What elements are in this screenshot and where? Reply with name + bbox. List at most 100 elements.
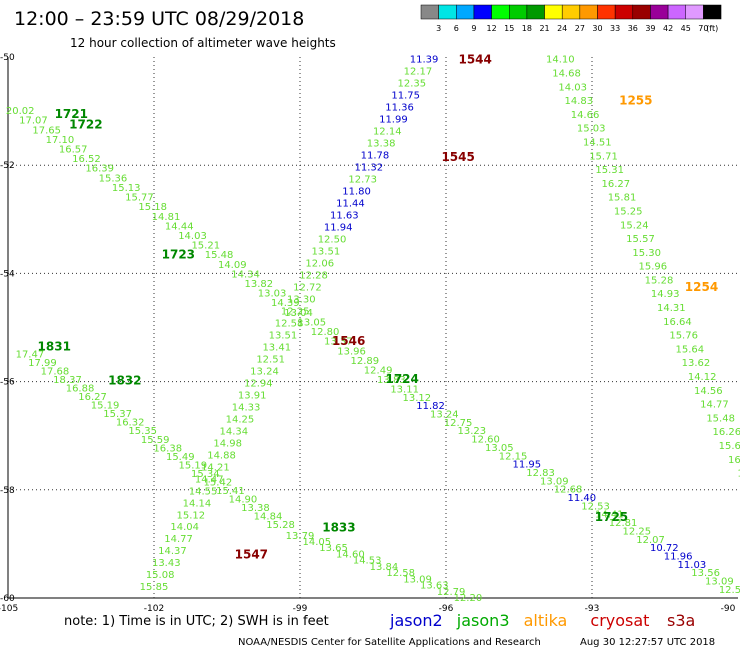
track-1724: 13.1211.8213.2412.7513.2312.6013.0512.15… <box>385 372 740 596</box>
wave-height-value: 12.07 <box>636 535 665 546</box>
wave-height-value: 11.96 <box>664 551 693 562</box>
pass-time-label: 1721 <box>55 107 88 121</box>
wave-height-value: 15.36 <box>99 173 128 184</box>
wave-height-value: 13.05 <box>485 443 514 454</box>
wave-height-value: 15.25 <box>614 206 643 217</box>
color-swatch <box>667 4 686 20</box>
wave-height-value: 13.65 <box>319 543 348 554</box>
wave-height-value: 15.13 <box>112 183 141 194</box>
latitude-tick-label: -52 <box>0 161 15 171</box>
wave-height-value: 13.62 <box>682 358 711 369</box>
wave-height-value: 15.57 <box>626 234 655 245</box>
color-swatch <box>685 4 704 20</box>
wave-height-value: 15.34 <box>191 469 220 480</box>
wave-height-value: 16.88 <box>66 384 95 395</box>
wave-height-value: 14.90 <box>229 494 258 505</box>
color-scale-label: 27 <box>575 24 585 33</box>
legend-jason2: jason2 <box>389 611 443 630</box>
wave-height-value: 13.82 <box>244 279 273 290</box>
color-scale-label: 33 <box>610 24 620 33</box>
wave-height-value: 14.12 <box>688 372 717 383</box>
wave-height-value: 14.34 <box>231 269 260 280</box>
wave-height-value: 15.31 <box>595 165 624 176</box>
pass-time-label: 1831 <box>38 339 71 353</box>
wave-height-value: 15.59 <box>141 435 170 446</box>
wave-height-value: 17.99 <box>28 358 57 369</box>
wave-height-value: 14.05 <box>302 537 331 548</box>
latitude-tick-label: -60 <box>0 594 15 604</box>
longitude-tick-label: -93 <box>585 604 600 614</box>
wave-height-value: 15.19 <box>178 460 207 471</box>
wave-height-value: 12.49 <box>364 366 393 377</box>
color-swatch <box>420 4 439 20</box>
wave-height-value: 16.32 <box>116 418 145 429</box>
wave-height-value: 12.25 <box>281 306 310 317</box>
wave-height-value: 12.72 <box>293 282 322 293</box>
color-swatch <box>650 4 669 20</box>
wave-height-value: 13.51 <box>269 330 298 341</box>
legend-jason3: jason3 <box>456 611 510 630</box>
wave-height-value: 14.44 <box>165 221 194 232</box>
wave-height-value: 13.79 <box>286 531 315 542</box>
wave-height-value: 13.30 <box>287 294 316 305</box>
wave-height-value: 12.20 <box>454 593 483 604</box>
pass-time-label: 1255 <box>619 93 652 107</box>
wave-height-value: 13.12 <box>402 393 431 404</box>
wave-height-value: 15.48 <box>205 250 234 261</box>
altimeter-tracks: 20.0217.0717.6517.1016.5716.5216.3915.36… <box>6 53 740 604</box>
wave-height-value: 10.72 <box>650 543 679 554</box>
wave-height-value: 13.38 <box>241 503 270 514</box>
color-swatch <box>614 4 634 20</box>
pass-time-label: 1547 <box>235 548 268 562</box>
pass-time-label: 1833 <box>322 521 355 535</box>
wave-height-value: 14.55 <box>189 486 218 497</box>
wave-height-value: 13.43 <box>152 558 181 569</box>
wave-height-value: 17.07 <box>19 116 48 127</box>
pass-time-label: 1254 <box>685 280 718 294</box>
wave-height-value: 12.58 <box>275 318 304 329</box>
wave-height-value: 13.09 <box>403 574 432 585</box>
wave-height-value: 14.41 <box>595 510 624 521</box>
color-scale-label: 9 <box>471 24 476 33</box>
wave-height-value: 14.51 <box>583 137 612 148</box>
legend-altika: altika <box>524 611 568 630</box>
wave-height-value: 11.94 <box>324 223 353 234</box>
color-scale-bar: 3 6 9 12 15 18 21 24 27 30 33 36 39 42 45 70(ft) <box>420 4 722 33</box>
wave-height-value: 13.91 <box>238 390 267 401</box>
wave-height-value: 11.39 <box>410 55 439 66</box>
wave-height-value: 15.85 <box>140 582 169 593</box>
pass-time-label: 1725 <box>595 510 628 524</box>
color-swatch <box>544 4 563 20</box>
longitude-tick-label: -99 <box>293 604 308 614</box>
wave-height-value: 15.24 <box>620 220 649 231</box>
wave-height-value: 15.76 <box>669 331 698 342</box>
wave-height-value: 11.80 <box>342 187 371 198</box>
wave-height-value: 12.06 <box>305 259 334 270</box>
color-scale-label: 30 <box>592 24 602 33</box>
wave-height-value: 11.75 <box>391 91 420 102</box>
wave-height-value: 15.49 <box>166 452 195 463</box>
color-swatch <box>473 4 492 20</box>
wave-height-value: 12.35 <box>398 79 427 90</box>
satellite-legend: jason2 jason3 altika cryosat s3a <box>389 611 695 630</box>
wave-height-value: 11.03 <box>678 560 707 571</box>
wave-height-value: 12.17 <box>404 67 433 78</box>
wave-height-value: 14.33 <box>232 402 261 413</box>
wave-height-value: 11.40 <box>568 493 597 504</box>
wave-height-value: 14.68 <box>552 69 581 80</box>
wave-height-value: 13.96 <box>337 346 366 357</box>
wave-height-value: 14.53 <box>353 556 382 567</box>
wave-height-value: 15.71 <box>589 151 618 162</box>
color-scale-label: 70 <box>698 24 708 33</box>
color-scale-label: 39 <box>645 24 655 33</box>
wave-height-value: 15.28 <box>266 520 295 531</box>
wave-height-value: 16.64 <box>663 317 692 328</box>
wave-height-value: 11.63 <box>330 211 359 222</box>
wave-height-value: 11.99 <box>379 115 408 126</box>
wave-height-value: 13.04 <box>284 308 313 319</box>
wave-height-value: 15. <box>737 469 740 480</box>
wave-height-value: 16.26 <box>712 427 740 438</box>
wave-height-value: 14.10 <box>546 55 575 66</box>
pass-time-label: 1545 <box>441 150 474 164</box>
